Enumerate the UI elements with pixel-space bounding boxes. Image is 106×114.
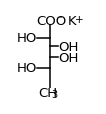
Text: CH: CH <box>38 86 57 99</box>
Text: OH: OH <box>58 51 79 64</box>
Text: K: K <box>68 15 76 28</box>
Text: OH: OH <box>58 41 79 53</box>
Text: HO: HO <box>17 32 37 45</box>
Text: HO: HO <box>17 62 37 75</box>
Text: +: + <box>75 15 84 25</box>
Text: 3: 3 <box>52 89 58 99</box>
Text: COO: COO <box>36 15 66 28</box>
Text: ⁻: ⁻ <box>56 15 62 25</box>
